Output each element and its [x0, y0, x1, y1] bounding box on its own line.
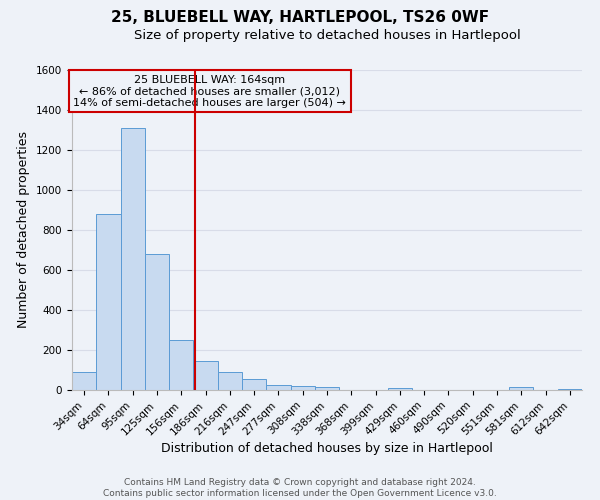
Text: 25 BLUEBELL WAY: 164sqm
← 86% of detached houses are smaller (3,012)
14% of semi: 25 BLUEBELL WAY: 164sqm ← 86% of detache… [73, 75, 346, 108]
Bar [145, 254, 169, 390]
Y-axis label: Number of detached properties: Number of detached properties [17, 132, 31, 328]
Bar [558, 389, 582, 390]
Bar [72, 372, 96, 390]
Text: Contains HM Land Registry data © Crown copyright and database right 2024.
Contai: Contains HM Land Registry data © Crown c… [103, 478, 497, 498]
Bar [509, 387, 533, 390]
Title: Size of property relative to detached houses in Hartlepool: Size of property relative to detached ho… [134, 30, 520, 43]
Bar [121, 128, 145, 390]
Bar [193, 362, 218, 390]
Bar [290, 386, 315, 390]
X-axis label: Distribution of detached houses by size in Hartlepool: Distribution of detached houses by size … [161, 442, 493, 455]
Text: 25, BLUEBELL WAY, HARTLEPOOL, TS26 0WF: 25, BLUEBELL WAY, HARTLEPOOL, TS26 0WF [111, 10, 489, 25]
Bar [242, 379, 266, 390]
Bar [218, 372, 242, 390]
Bar [266, 385, 290, 390]
Bar [169, 340, 193, 390]
Bar [96, 214, 121, 390]
Bar [388, 388, 412, 390]
Bar [315, 387, 339, 390]
